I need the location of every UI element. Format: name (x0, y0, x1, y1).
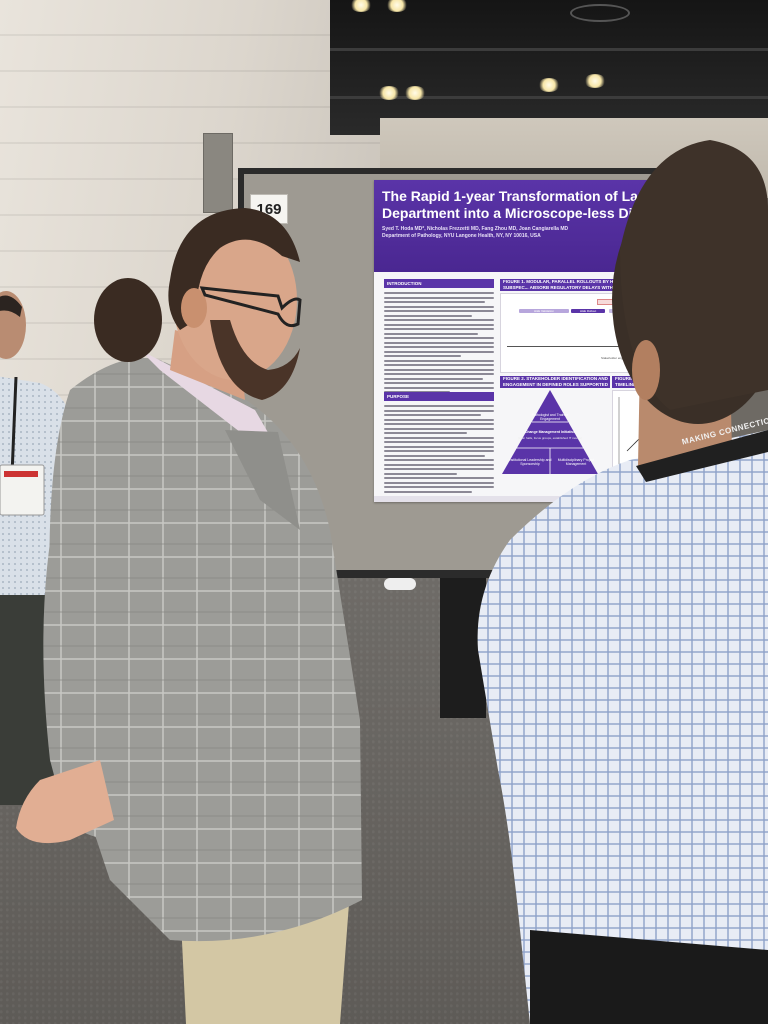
pyramid-bottom-right-label: Multidisciplinary Project Management (557, 458, 595, 466)
poster-authors: Syed T. Hoda MD*, Nicholas Frezzetti MD,… (382, 226, 569, 232)
ceiling-light (404, 86, 426, 100)
stakeholder-pyramid (502, 390, 598, 474)
poster-title-line-1: The Rapid 1-year Transformation of Large… (382, 188, 664, 204)
section-figure-2: FIGURE 2. STAKEHOLDER IDENTIFICATION AND… (500, 376, 610, 388)
section-introduction: INTRODUCTION (384, 279, 494, 288)
poster-footer (374, 496, 664, 502)
introduction-text (384, 292, 494, 396)
pyramid-top-label: Pathologist and Trainee Engagement (531, 413, 569, 421)
ceiling-speaker (570, 4, 630, 22)
ceiling-light (584, 74, 606, 88)
ceiling-light (386, 0, 408, 12)
ceiling-light (538, 78, 560, 92)
man-in-checked-shirt (477, 140, 768, 1024)
poster-department: Department of Pathology, NYU Langone Hea… (382, 233, 541, 239)
pyramid-middle-label: Change Management Initiative (524, 430, 576, 434)
he-rollout-bar: H&E Rollout (571, 309, 605, 313)
he-validation-bar: H&E Validation (519, 309, 569, 313)
pyramid-middle-sublabel: (town halls, focus groups, established I… (517, 436, 583, 440)
ceiling-beam (330, 96, 768, 99)
ceiling (330, 0, 768, 135)
poster-header: The Rapid 1-year Transformation of Large… (374, 180, 664, 272)
timeline-axis (507, 346, 657, 347)
man-in-gray-blazer (16, 208, 363, 1024)
ceiling-beam (330, 48, 768, 51)
ceiling-light (350, 0, 372, 12)
pyramid-bottom-left-label: Institutional Leadership and Sponsorship (508, 458, 552, 466)
ceiling-light (378, 86, 400, 100)
wall-sign (203, 133, 233, 213)
section-purpose: PURPOSE (384, 392, 494, 401)
purpose-text (384, 405, 494, 495)
sneaker (384, 578, 416, 590)
